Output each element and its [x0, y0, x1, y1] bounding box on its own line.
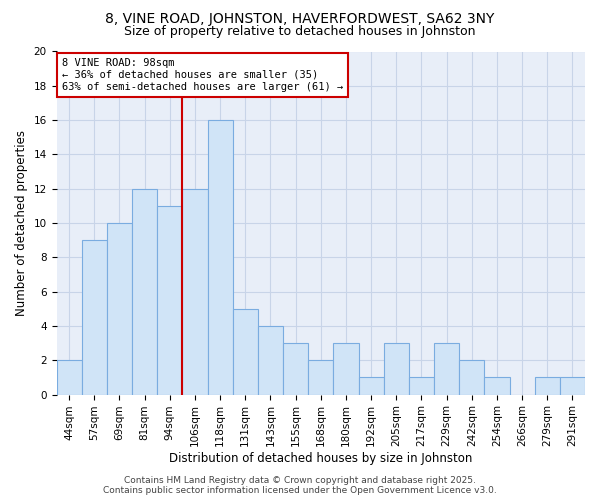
Bar: [56, 360, 82, 394]
Bar: [484, 378, 509, 394]
Bar: [258, 326, 283, 394]
Bar: [308, 360, 334, 394]
Bar: [334, 343, 359, 394]
Bar: [560, 378, 585, 394]
Text: 8, VINE ROAD, JOHNSTON, HAVERFORDWEST, SA62 3NY: 8, VINE ROAD, JOHNSTON, HAVERFORDWEST, S…: [106, 12, 494, 26]
Bar: [535, 378, 560, 394]
Bar: [359, 378, 383, 394]
Bar: [208, 120, 233, 394]
Bar: [157, 206, 182, 394]
Bar: [107, 223, 132, 394]
Bar: [132, 188, 157, 394]
Bar: [233, 309, 258, 394]
Text: 8 VINE ROAD: 98sqm
← 36% of detached houses are smaller (35)
63% of semi-detache: 8 VINE ROAD: 98sqm ← 36% of detached hou…: [62, 58, 343, 92]
Text: Contains HM Land Registry data © Crown copyright and database right 2025.
Contai: Contains HM Land Registry data © Crown c…: [103, 476, 497, 495]
Bar: [434, 343, 459, 394]
Bar: [182, 188, 208, 394]
Bar: [283, 343, 308, 394]
Bar: [383, 343, 409, 394]
Bar: [409, 378, 434, 394]
X-axis label: Distribution of detached houses by size in Johnston: Distribution of detached houses by size …: [169, 452, 472, 465]
Y-axis label: Number of detached properties: Number of detached properties: [15, 130, 28, 316]
Text: Size of property relative to detached houses in Johnston: Size of property relative to detached ho…: [124, 25, 476, 38]
Bar: [459, 360, 484, 394]
Bar: [82, 240, 107, 394]
